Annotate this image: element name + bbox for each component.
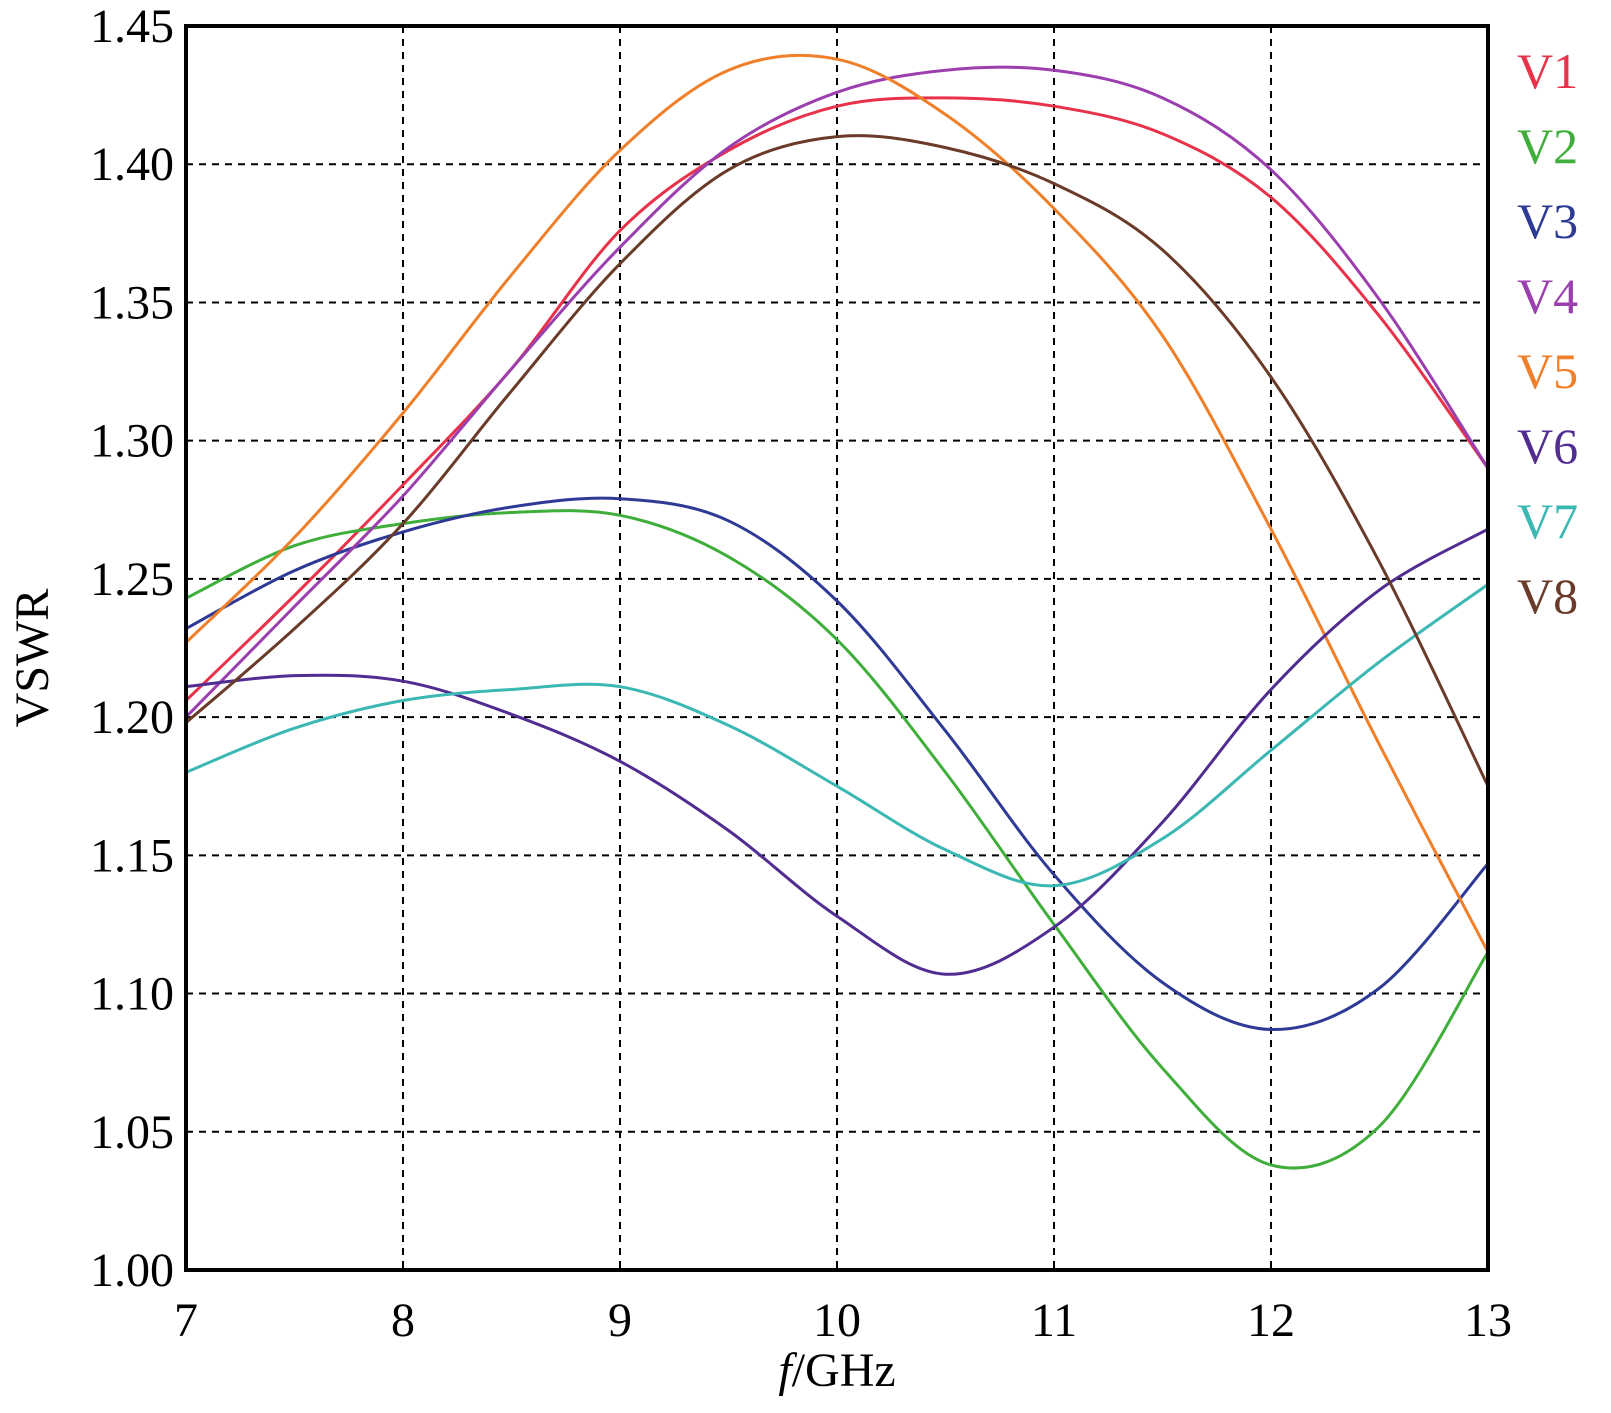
series-line-v6 — [184, 527, 1490, 976]
x-axis-title: f/GHz — [778, 1344, 895, 1397]
x-tick-label: 13 — [1464, 1294, 1512, 1347]
legend: V1 V2 V3 V4 V5 V6 V7 V8 — [1517, 43, 1578, 624]
legend-item-v2: V2 — [1517, 118, 1578, 174]
y-tick-label: 1.45 — [90, 0, 174, 53]
legend-item-v5: V5 — [1517, 343, 1578, 399]
x-tick-label: 10 — [813, 1294, 861, 1347]
y-tick-label: 1.05 — [90, 1106, 174, 1159]
y-tick-label: 1.00 — [90, 1244, 174, 1297]
y-axis-title: VSWR — [6, 589, 59, 728]
y-tick-label: 1.20 — [90, 691, 174, 744]
x-tick-label: 7 — [174, 1294, 198, 1347]
legend-item-v7: V7 — [1517, 493, 1578, 549]
x-tick-label: 11 — [1031, 1294, 1077, 1347]
y-tick-label: 1.30 — [90, 415, 174, 468]
legend-item-v1: V1 — [1517, 43, 1578, 99]
y-tick-label: 1.15 — [90, 829, 174, 882]
series-line-v7 — [184, 582, 1490, 888]
legend-item-v4: V4 — [1517, 268, 1578, 324]
y-axis-ticks: 1.00 1.05 1.10 1.15 1.20 1.25 1.30 1.35 1.40 1.45 — [90, 0, 174, 1297]
y-tick-label: 1.25 — [90, 553, 174, 606]
legend-item-v8: V8 — [1517, 568, 1578, 624]
plot-frame — [184, 24, 1490, 1272]
series-layer — [184, 53, 1490, 1170]
series-line-v3 — [184, 496, 1490, 1032]
grid-lines — [186, 26, 1488, 1270]
series-line-v5 — [184, 53, 1490, 954]
series-line-v4 — [184, 65, 1490, 719]
legend-item-v6: V6 — [1517, 418, 1578, 474]
series-line-v8 — [184, 134, 1490, 788]
y-tick-label: 1.35 — [90, 276, 174, 329]
series-line-v1 — [184, 96, 1490, 702]
legend-item-v3: V3 — [1517, 193, 1578, 249]
x-axis-ticks: 7 8 9 10 11 12 13 — [174, 1294, 1512, 1347]
x-tick-label: 9 — [608, 1294, 632, 1347]
x-axis-title-unit: /GHz — [792, 1344, 896, 1397]
series-line-v2 — [184, 509, 1490, 1170]
x-tick-label: 8 — [391, 1294, 415, 1347]
y-tick-label: 1.40 — [90, 138, 174, 191]
y-tick-label: 1.10 — [90, 968, 174, 1021]
x-tick-label: 12 — [1247, 1294, 1295, 1347]
